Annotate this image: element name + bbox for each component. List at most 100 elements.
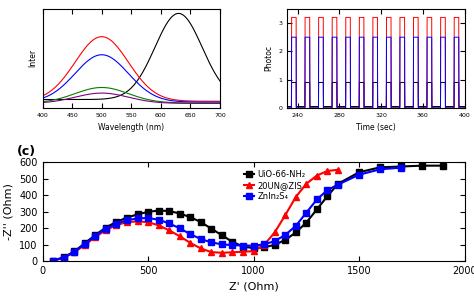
ZnIn₂S₄: [114, 222, 119, 225]
ZnIn₂S₄: [187, 232, 193, 236]
UiO-66-NH₂: [272, 243, 277, 247]
20UN@ZIS: [166, 229, 172, 232]
Text: (c): (c): [18, 146, 36, 158]
20UN@ZIS: [293, 195, 299, 199]
UiO-66-NH₂: [82, 241, 88, 245]
UiO-66-NH₂: [229, 240, 235, 244]
20UN@ZIS: [251, 249, 256, 253]
ZnIn₂S₄: [124, 218, 130, 222]
ZnIn₂S₄: [325, 188, 330, 192]
UiO-66-NH₂: [293, 231, 299, 234]
Line: ZnIn₂S₄: ZnIn₂S₄: [50, 165, 404, 263]
UiO-66-NH₂: [240, 245, 246, 248]
UiO-66-NH₂: [198, 220, 204, 224]
UiO-66-NH₂: [209, 227, 214, 230]
UiO-66-NH₂: [114, 220, 119, 224]
ZnIn₂S₄: [166, 222, 172, 225]
X-axis label: Time (sec): Time (sec): [356, 123, 396, 132]
Y-axis label: Photoc: Photoc: [264, 45, 273, 71]
UiO-66-NH₂: [135, 213, 140, 216]
Y-axis label: Inter: Inter: [28, 49, 37, 67]
20UN@ZIS: [82, 243, 88, 247]
ZnIn₂S₄: [398, 166, 404, 169]
ZnIn₂S₄: [303, 211, 309, 214]
ZnIn₂S₄: [156, 218, 162, 222]
ZnIn₂S₄: [261, 243, 267, 246]
20UN@ZIS: [272, 231, 277, 234]
20UN@ZIS: [156, 224, 162, 227]
ZnIn₂S₄: [293, 224, 299, 228]
ZnIn₂S₄: [335, 183, 341, 187]
UiO-66-NH₂: [419, 164, 425, 168]
Legend: UiO-66-NH₂, 20UN@ZIS, ZnIn₂S₄: UiO-66-NH₂, 20UN@ZIS, ZnIn₂S₄: [242, 168, 307, 202]
ZnIn₂S₄: [177, 227, 182, 230]
ZnIn₂S₄: [198, 237, 204, 241]
UiO-66-NH₂: [72, 250, 77, 253]
X-axis label: Z' (Ohm): Z' (Ohm): [229, 282, 278, 292]
20UN@ZIS: [145, 220, 151, 224]
UiO-66-NH₂: [335, 182, 341, 186]
UiO-66-NH₂: [261, 246, 267, 249]
20UN@ZIS: [135, 220, 140, 223]
ZnIn₂S₄: [314, 198, 319, 201]
20UN@ZIS: [114, 223, 119, 227]
ZnIn₂S₄: [209, 241, 214, 244]
UiO-66-NH₂: [145, 210, 151, 214]
20UN@ZIS: [50, 259, 56, 262]
UiO-66-NH₂: [303, 221, 309, 224]
20UN@ZIS: [240, 250, 246, 254]
20UN@ZIS: [124, 220, 130, 224]
20UN@ZIS: [219, 251, 225, 255]
UiO-66-NH₂: [187, 215, 193, 219]
Line: 20UN@ZIS: 20UN@ZIS: [50, 167, 341, 263]
UiO-66-NH₂: [61, 255, 66, 259]
20UN@ZIS: [103, 228, 109, 232]
20UN@ZIS: [261, 243, 267, 247]
Y-axis label: -Z'' (Ohm): -Z'' (Ohm): [4, 184, 14, 240]
UiO-66-NH₂: [283, 238, 288, 242]
20UN@ZIS: [198, 247, 204, 250]
UiO-66-NH₂: [356, 170, 362, 174]
ZnIn₂S₄: [103, 227, 109, 230]
20UN@ZIS: [177, 235, 182, 238]
20UN@ZIS: [72, 250, 77, 254]
ZnIn₂S₄: [229, 244, 235, 247]
ZnIn₂S₄: [219, 243, 225, 246]
UiO-66-NH₂: [156, 209, 162, 212]
ZnIn₂S₄: [251, 244, 256, 247]
20UN@ZIS: [229, 250, 235, 254]
UiO-66-NH₂: [441, 164, 447, 168]
Line: UiO-66-NH₂: UiO-66-NH₂: [50, 163, 446, 263]
UiO-66-NH₂: [124, 216, 130, 219]
UiO-66-NH₂: [177, 212, 182, 215]
ZnIn₂S₄: [377, 168, 383, 171]
UiO-66-NH₂: [50, 259, 56, 262]
ZnIn₂S₄: [240, 244, 246, 247]
ZnIn₂S₄: [283, 233, 288, 237]
ZnIn₂S₄: [72, 250, 77, 254]
UiO-66-NH₂: [398, 165, 404, 168]
UiO-66-NH₂: [166, 209, 172, 213]
UiO-66-NH₂: [251, 247, 256, 250]
UiO-66-NH₂: [377, 165, 383, 169]
20UN@ZIS: [325, 169, 330, 173]
X-axis label: Wavelength (nm): Wavelength (nm): [98, 123, 164, 132]
20UN@ZIS: [209, 250, 214, 254]
20UN@ZIS: [187, 241, 193, 245]
ZnIn₂S₄: [82, 242, 88, 246]
ZnIn₂S₄: [145, 216, 151, 220]
ZnIn₂S₄: [135, 217, 140, 220]
UiO-66-NH₂: [325, 195, 330, 198]
ZnIn₂S₄: [356, 173, 362, 176]
ZnIn₂S₄: [92, 234, 98, 238]
UiO-66-NH₂: [219, 233, 225, 237]
20UN@ZIS: [92, 235, 98, 239]
ZnIn₂S₄: [61, 256, 66, 260]
20UN@ZIS: [314, 174, 319, 177]
20UN@ZIS: [61, 256, 66, 260]
UiO-66-NH₂: [314, 208, 319, 211]
UiO-66-NH₂: [92, 233, 98, 237]
ZnIn₂S₄: [272, 239, 277, 243]
20UN@ZIS: [283, 213, 288, 217]
20UN@ZIS: [335, 168, 341, 172]
